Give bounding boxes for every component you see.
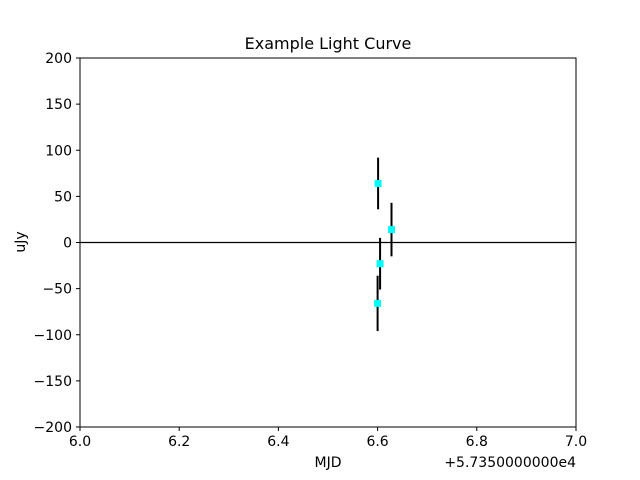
y-tick-label: −50 [42,282,72,298]
y-tick-label: −200 [34,420,72,436]
data-point [374,299,382,307]
x-axis-label: MJD [315,455,342,471]
y-tick-label: 0 [63,236,72,252]
x-axis-offset-label: +5.7350000000e4 [444,455,576,471]
data-point [374,179,382,187]
y-tick-label: 50 [54,189,72,205]
x-tick-label: 7.0 [565,434,587,450]
chart-title: Example Light Curve [245,34,412,53]
x-tick-label: 6.8 [466,434,488,450]
y-tick-label: 100 [45,143,72,159]
y-tick-label: 200 [45,51,72,67]
y-axis-label: uJy [13,231,29,252]
x-tick-label: 6.4 [267,434,289,450]
plot-area: 6.0 6.2 6.4 6.6 6.8 7.0 200 150 100 50 0 −50 −100 −15… [34,51,588,450]
data-point [376,260,384,268]
x-tick-label: 6.0 [69,434,91,450]
y-tick-label: 150 [45,97,72,113]
x-tick-label: 6.2 [168,434,190,450]
plot-frame [79,57,577,428]
y-tick-label: −100 [34,328,72,344]
data-point [387,226,395,234]
x-tick-label: 6.6 [366,434,388,450]
y-tick-label: −150 [34,374,72,390]
